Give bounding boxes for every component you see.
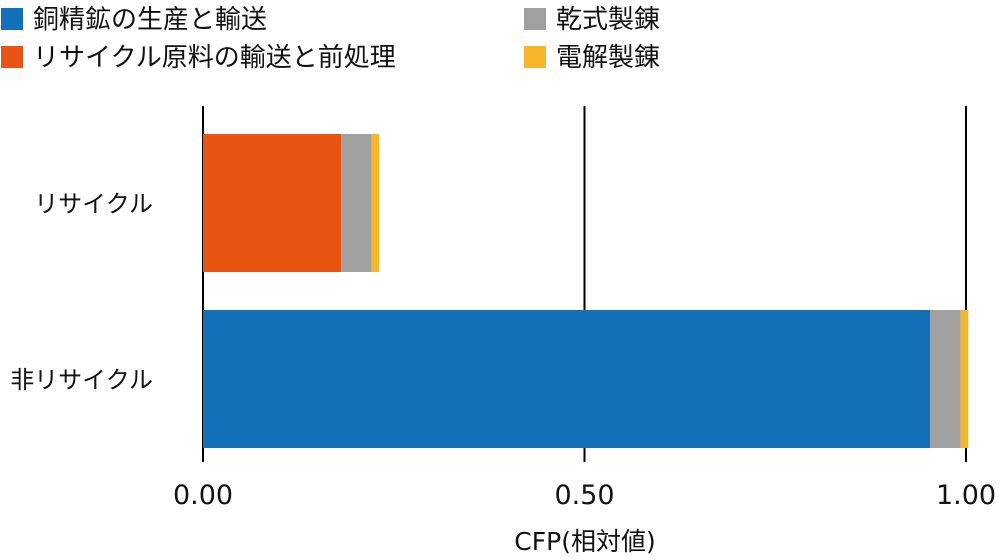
legend-label-3: 電解製錬 [556,43,660,73]
tick-label-2: 1.00 [936,480,996,511]
legend-swatch-0 [1,8,23,30]
x-tick-labels: 0.00 0.50 1.00 [173,480,996,511]
bar-segment-0-2 [341,134,372,272]
bar-segment-1-3 [960,310,969,448]
tick-label-1: 0.50 [554,480,614,511]
bar-segment-1-0 [203,310,931,448]
bar-segment-0-1 [203,134,342,272]
legend-label-0: 銅精鉱の生産と輸送 [33,5,267,35]
tick-label-0: 0.00 [173,480,233,511]
bar-segment-0-3 [371,134,380,272]
legend-swatch-1 [1,46,23,68]
category-label-1: 非リサイクル [10,366,153,394]
legend-swatch-3 [524,46,546,68]
x-axis-title: CFP(相対値) [514,527,655,556]
legend-swatch-2 [524,8,546,30]
bars [203,134,969,448]
legend-label-1: リサイクル原料の輸送と前処理 [33,43,396,73]
bar-segment-1-2 [930,310,961,448]
category-label-0: リサイクル [34,190,153,218]
legend-label-2: 乾式製錬 [556,5,660,35]
